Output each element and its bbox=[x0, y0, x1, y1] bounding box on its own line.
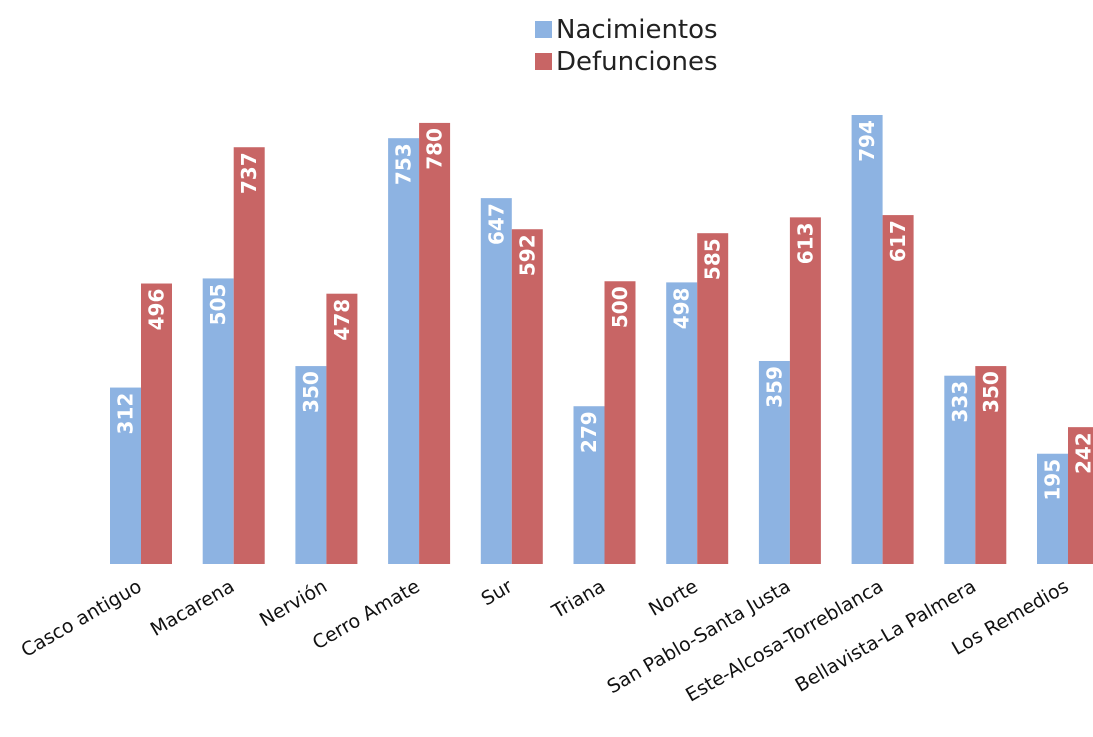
bar-nacimientos-norte bbox=[666, 282, 698, 564]
category-label-nervion: Nervión bbox=[256, 575, 331, 631]
bar-defunciones-nervion bbox=[326, 293, 358, 564]
data-label-defunciones-sur: 592 bbox=[515, 234, 539, 276]
bar-nacimientos-san-pablo-santa-justa bbox=[758, 360, 790, 564]
data-label-nacimientos-triana: 279 bbox=[577, 411, 601, 453]
data-label-defunciones-triana: 500 bbox=[608, 286, 632, 328]
data-label-nacimientos-casco-antiguo: 312 bbox=[114, 393, 138, 435]
bar-nacimientos-macarena bbox=[202, 278, 234, 564]
bar-nacimientos-casco-antiguo bbox=[110, 387, 141, 564]
legend-swatch-defunciones bbox=[535, 53, 552, 70]
bar-defunciones-norte bbox=[697, 233, 729, 564]
legend-swatch-nacimientos bbox=[535, 21, 552, 38]
bar-labels: 312 496 505 737 350 478 753 780 647 592 279 500 498 5… bbox=[114, 120, 1093, 500]
data-label-nacimientos-sur: 647 bbox=[484, 203, 508, 245]
data-label-defunciones-este-alcosa-torreblanca: 617 bbox=[886, 220, 910, 262]
bar-nacimientos-sur bbox=[480, 198, 512, 564]
data-label-nacimientos-cerro-amate: 753 bbox=[392, 143, 416, 185]
bar-defunciones-bellavista-la-palmera bbox=[975, 366, 1007, 564]
category-label-macarena: Macarena bbox=[147, 575, 238, 641]
data-label-nacimientos-san-pablo-santa-justa: 359 bbox=[762, 366, 786, 408]
data-label-defunciones-cerro-amate: 780 bbox=[423, 128, 447, 170]
data-label-nacimientos-este-alcosa-torreblanca: 794 bbox=[855, 120, 879, 162]
bar-nacimientos-cerro-amate bbox=[388, 138, 420, 565]
category-label-casco-antiguo: Casco antiguo bbox=[18, 575, 146, 662]
data-label-defunciones-bellavista-la-palmera: 350 bbox=[979, 371, 1003, 413]
data-label-defunciones-macarena: 737 bbox=[237, 152, 261, 194]
bar-nacimientos-nervion bbox=[295, 366, 327, 564]
bar-defunciones-macarena bbox=[233, 147, 265, 564]
bar-nacimientos-este-alcosa-torreblanca bbox=[851, 115, 883, 564]
legend-label-defunciones: Defunciones bbox=[556, 47, 718, 77]
data-label-defunciones-casco-antiguo: 496 bbox=[145, 289, 169, 331]
bar-nacimientos-triana bbox=[573, 406, 605, 564]
bar-defunciones-cerro-amate bbox=[419, 122, 451, 565]
bar-defunciones-san-pablo-santa-justa bbox=[789, 217, 821, 565]
bars bbox=[110, 115, 1093, 565]
category-label-norte: Norte bbox=[645, 575, 702, 620]
data-label-defunciones-nervion: 478 bbox=[330, 299, 354, 341]
bar-defunciones-este-alcosa-torreblanca bbox=[882, 215, 914, 565]
data-label-defunciones-los-remedios: 242 bbox=[1072, 432, 1093, 474]
data-label-nacimientos-nervion: 350 bbox=[299, 371, 323, 413]
data-label-nacimientos-los-remedios: 195 bbox=[1041, 459, 1065, 501]
data-label-defunciones-norte: 585 bbox=[701, 238, 725, 280]
bar-defunciones-los-remedios bbox=[1068, 427, 1093, 564]
data-label-nacimientos-macarena: 505 bbox=[206, 284, 230, 326]
category-label-sur: Sur bbox=[478, 575, 517, 610]
data-label-nacimientos-norte: 498 bbox=[670, 288, 694, 330]
bar-defunciones-casco-antiguo bbox=[141, 283, 172, 564]
bar-defunciones-triana bbox=[604, 281, 636, 564]
data-label-defunciones-san-pablo-santa-justa: 613 bbox=[793, 222, 817, 264]
legend-label-nacimientos: Nacimientos bbox=[556, 15, 718, 45]
data-label-nacimientos-bellavista-la-palmera: 333 bbox=[948, 381, 972, 423]
bar-nacimientos-bellavista-la-palmera bbox=[944, 375, 976, 564]
bar-nacimientos-los-remedios bbox=[1037, 453, 1068, 564]
category-label-triana: Triana bbox=[548, 575, 609, 623]
bar-defunciones-sur bbox=[511, 229, 543, 564]
